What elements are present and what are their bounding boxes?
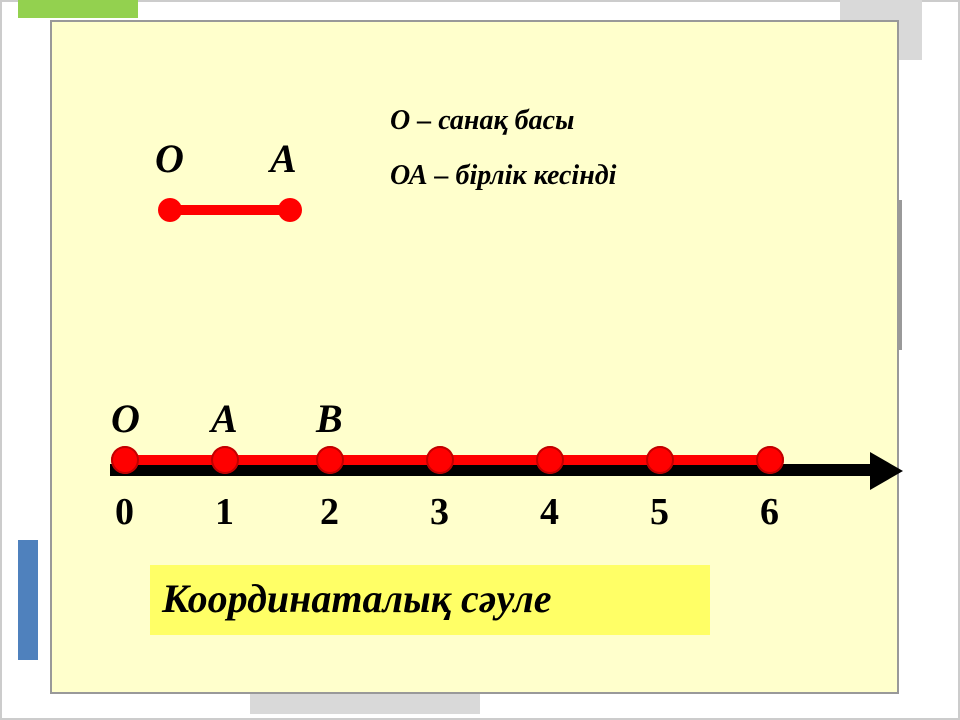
- frame-left-bar: [18, 540, 38, 660]
- tick-number-5: 5: [650, 490, 669, 534]
- tick-dot-1: [211, 446, 239, 474]
- unit-segment-line: [170, 205, 290, 215]
- tick-number-3: 3: [430, 490, 449, 534]
- unit-dot-O: [158, 198, 182, 222]
- tick-dot-6: [756, 446, 784, 474]
- unit-label-O: О: [155, 135, 184, 182]
- tick-dot-5: [646, 446, 674, 474]
- tick-number-0: 0: [115, 490, 134, 534]
- unit-dot-A: [278, 198, 302, 222]
- tick-label-О: О: [111, 395, 140, 442]
- unit-label-A: А: [270, 135, 297, 182]
- tick-number-2: 2: [320, 490, 339, 534]
- tick-number-1: 1: [215, 490, 234, 534]
- tick-dot-4: [536, 446, 564, 474]
- number-line-arrow: [870, 452, 903, 490]
- tick-number-4: 4: [540, 490, 559, 534]
- tick-label-В: В: [316, 395, 343, 442]
- tick-dot-0: [111, 446, 139, 474]
- title-text: Координаталық сәуле: [162, 575, 552, 622]
- tick-label-А: А: [211, 395, 238, 442]
- tick-dot-3: [426, 446, 454, 474]
- frame-top-bar: [18, 0, 138, 18]
- definition-line1: О – санақ басы: [390, 105, 575, 137]
- tick-dot-2: [316, 446, 344, 474]
- tick-number-6: 6: [760, 490, 779, 534]
- definition-line2: ОА – бірлік кесінді: [390, 160, 616, 192]
